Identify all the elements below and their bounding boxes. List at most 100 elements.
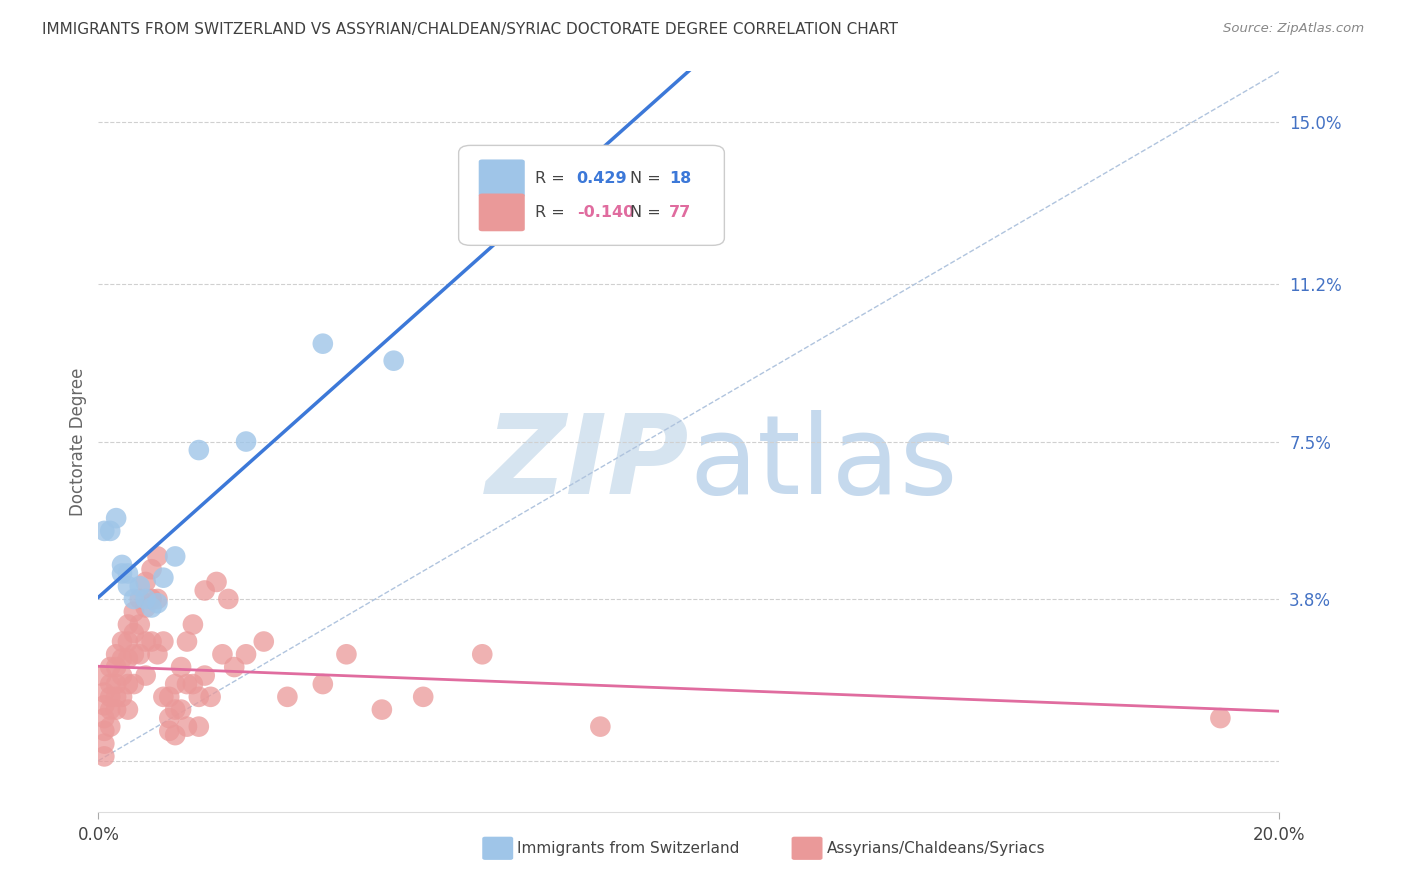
Point [135, 591, 157, 606]
Text: R =: R = [536, 205, 571, 220]
Point [157, 711, 180, 725]
Point [117, 566, 139, 581]
Point [141, 600, 163, 615]
Point [122, 591, 145, 606]
Point [98, 660, 121, 674]
Text: atlas: atlas [689, 410, 957, 517]
Point [111, 634, 134, 648]
Point [335, 648, 357, 662]
Point [176, 634, 198, 648]
Point [146, 596, 169, 610]
Point [146, 591, 169, 606]
Point [98, 690, 121, 704]
Point [105, 703, 128, 717]
Point [117, 703, 139, 717]
Point [98, 703, 121, 717]
Point [1209, 711, 1232, 725]
Point [194, 668, 217, 682]
Point [312, 336, 335, 351]
Point [412, 690, 434, 704]
Point [111, 690, 134, 704]
Point [217, 591, 239, 606]
Point [382, 353, 405, 368]
Point [122, 626, 145, 640]
Text: 18: 18 [669, 171, 692, 186]
Point [141, 634, 163, 648]
Point [157, 690, 180, 704]
Point [93, 698, 115, 713]
Point [165, 703, 187, 717]
Point [93, 723, 115, 738]
Point [235, 648, 257, 662]
Point [157, 723, 180, 738]
Point [194, 583, 217, 598]
Text: R =: R = [536, 171, 571, 186]
Point [205, 574, 228, 589]
Point [152, 571, 174, 585]
Point [146, 549, 169, 564]
Point [165, 677, 187, 691]
Point [90, 668, 112, 682]
Point [141, 591, 163, 606]
Text: ZIP: ZIP [485, 410, 689, 517]
Point [128, 579, 150, 593]
Point [122, 605, 145, 619]
Point [176, 720, 198, 734]
Point [98, 524, 121, 538]
Point [235, 434, 257, 449]
Point [122, 677, 145, 691]
Point [135, 574, 157, 589]
Point [111, 566, 134, 581]
Point [105, 677, 128, 691]
Point [117, 651, 139, 665]
FancyBboxPatch shape [478, 194, 524, 231]
Point [117, 677, 139, 691]
Y-axis label: Doctorate Degree: Doctorate Degree [69, 368, 87, 516]
Point [122, 648, 145, 662]
Text: Immigrants from Switzerland: Immigrants from Switzerland [517, 841, 740, 855]
Point [93, 749, 115, 764]
Point [141, 562, 163, 576]
Point [135, 668, 157, 682]
Point [117, 617, 139, 632]
Point [187, 720, 209, 734]
Point [176, 677, 198, 691]
Text: 0.429: 0.429 [576, 171, 627, 186]
Text: 77: 77 [669, 205, 692, 220]
Point [128, 591, 150, 606]
Point [152, 634, 174, 648]
Point [170, 703, 193, 717]
Point [98, 677, 121, 691]
Point [471, 648, 494, 662]
Point [187, 690, 209, 704]
Point [146, 648, 169, 662]
Point [165, 549, 187, 564]
Point [93, 524, 115, 538]
Text: -0.140: -0.140 [576, 205, 634, 220]
Point [211, 648, 233, 662]
Point [589, 720, 612, 734]
Text: Assyrians/Chaldeans/Syriacs: Assyrians/Chaldeans/Syriacs [827, 841, 1045, 855]
Point [111, 668, 134, 682]
Point [128, 648, 150, 662]
Point [165, 728, 187, 742]
Point [105, 511, 128, 525]
Point [181, 617, 204, 632]
Point [170, 660, 193, 674]
Point [187, 443, 209, 458]
Point [93, 737, 115, 751]
Point [98, 720, 121, 734]
Point [128, 617, 150, 632]
Point [152, 690, 174, 704]
Point [105, 660, 128, 674]
Text: Source: ZipAtlas.com: Source: ZipAtlas.com [1223, 22, 1364, 36]
Point [181, 677, 204, 691]
Point [253, 634, 276, 648]
Point [105, 648, 128, 662]
Point [111, 651, 134, 665]
Point [111, 558, 134, 572]
Text: N =: N = [630, 205, 666, 220]
Point [200, 690, 222, 704]
Point [312, 677, 335, 691]
Point [105, 690, 128, 704]
